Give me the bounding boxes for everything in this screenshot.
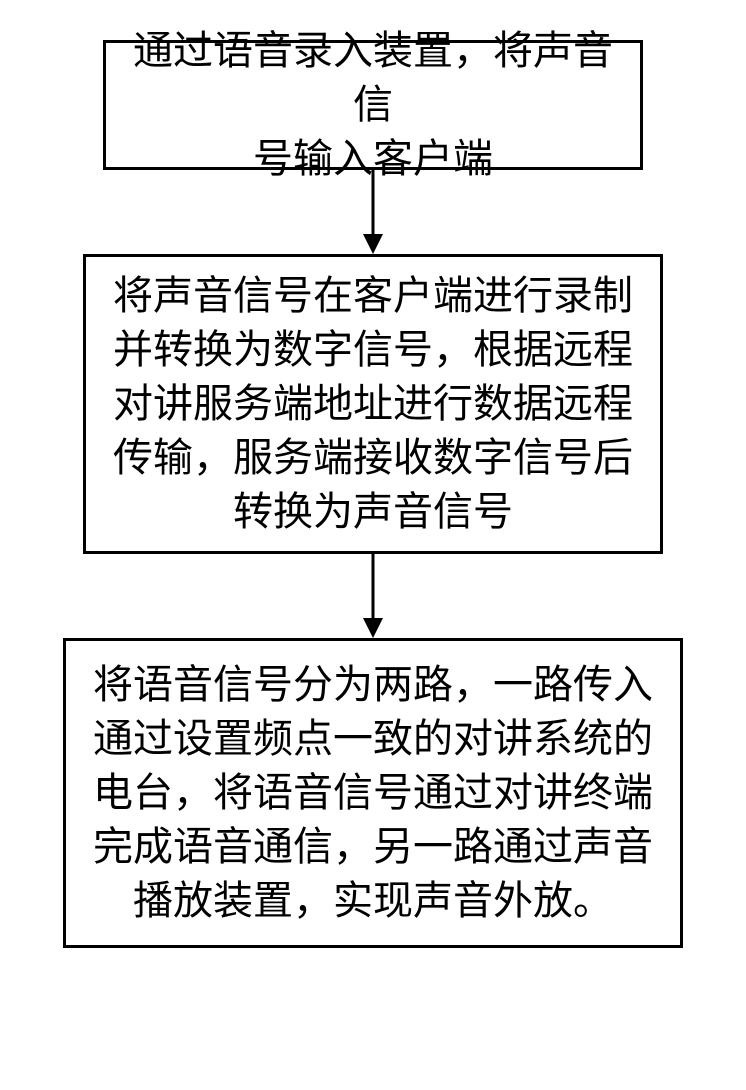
arrow-down-icon [353,554,393,638]
step-2-line-3: 对讲服务端地址进行数据远程 [113,377,633,431]
flowchart-step-3: 将语音信号分为两路，一路传入 通过设置频点一致的对讲系统的 电台，将语音信号通过… [63,638,683,948]
flowchart-container: 通过语音录入装置，将声音信 号输入客户端 将声音信号在客户端进行录制 并转换为数… [0,0,746,948]
step-2-line-2: 并转换为数字信号，根据远程 [113,323,633,377]
flowchart-step-2: 将声音信号在客户端进行录制 并转换为数字信号，根据远程 对讲服务端地址进行数据远… [83,254,663,554]
step-3-line-3: 电台，将语音信号通过对讲终端 [93,766,653,820]
flowchart-step-1: 通过语音录入装置，将声音信 号输入客户端 [103,40,643,170]
arrow-2-to-3 [353,554,393,638]
step-3-line-5: 播放装置，实现声音外放。 [133,874,613,928]
step-2-line-1: 将声音信号在客户端进行录制 [113,269,633,323]
step-3-line-4: 完成语音通信，另一路通过声音 [93,820,653,874]
step-3-line-2: 通过设置频点一致的对讲系统的 [93,712,653,766]
arrow-1-to-2 [353,170,393,254]
step-2-line-4: 传输，服务端接收数字信号后 [113,431,633,485]
step-1-line-1: 通过语音录入装置，将声音信 [126,24,620,132]
arrow-down-icon [353,170,393,254]
step-3-line-1: 将语音信号分为两路，一路传入 [93,658,653,712]
step-2-line-5: 转换为声音信号 [233,485,513,539]
